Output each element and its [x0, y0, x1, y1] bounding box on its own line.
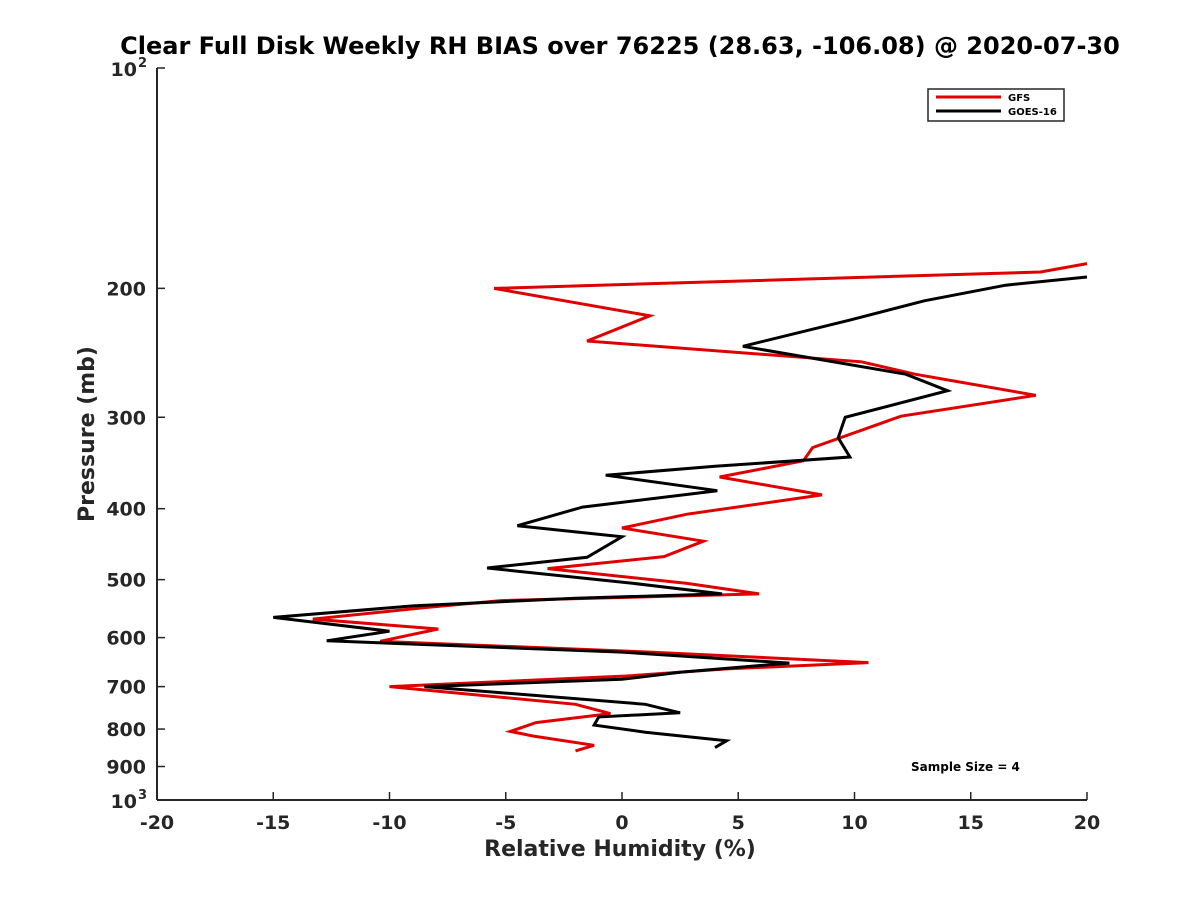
x-tick-label: 15 [958, 812, 984, 834]
y-tick-label: 500 [106, 570, 146, 592]
x-tick-label: 10 [841, 812, 867, 834]
legend: GFS GOES-16 [927, 88, 1065, 122]
chart-title: Clear Full Disk Weekly RH BIAS over 7622… [120, 32, 1120, 60]
y-tick-label: 800 [106, 719, 146, 741]
plot-area: -20 -15 -10 -5 0 5 10 15 20 10 220030040050060070… [106, 56, 1100, 834]
y-tick-label-exponent: 2 [138, 56, 147, 71]
x-axis-label: Relative Humidity (%) [484, 837, 756, 862]
y-tick-label: 600 [106, 628, 146, 650]
series-layer [273, 262, 1088, 753]
x-tick-label: 0 [615, 812, 628, 834]
x-tick-label: -10 [372, 812, 406, 834]
x-tick-label: -20 [140, 812, 174, 834]
y-tick-label: 400 [106, 499, 146, 521]
y-tick-label: 700 [106, 677, 146, 699]
sample-size-annotation: Sample Size = 4 [911, 760, 1020, 774]
x-tick-label: -15 [256, 812, 290, 834]
y-tick-label: 10 [111, 59, 137, 81]
y-tick-label: 300 [106, 407, 146, 429]
legend-label-gfs: GFS [1008, 93, 1030, 104]
x-tick-label: 20 [1074, 812, 1100, 834]
y-tick-label: 900 [106, 757, 146, 779]
x-ticks: -20 -15 -10 -5 0 5 10 15 20 [140, 792, 1100, 834]
y-axis-label: Pressure (mb) [75, 346, 100, 522]
legend-label-goes16: GOES-16 [1008, 107, 1057, 118]
legend-box [927, 88, 1065, 122]
y-tick-label-exponent: 3 [138, 788, 147, 803]
x-tick-label: -5 [495, 812, 516, 834]
y-tick-label: 10 [111, 791, 137, 813]
x-tick-label: 5 [732, 812, 745, 834]
series-line-goes16 [273, 275, 1088, 749]
y-tick-label: 200 [106, 278, 146, 300]
series-line-gfs [312, 262, 1088, 753]
